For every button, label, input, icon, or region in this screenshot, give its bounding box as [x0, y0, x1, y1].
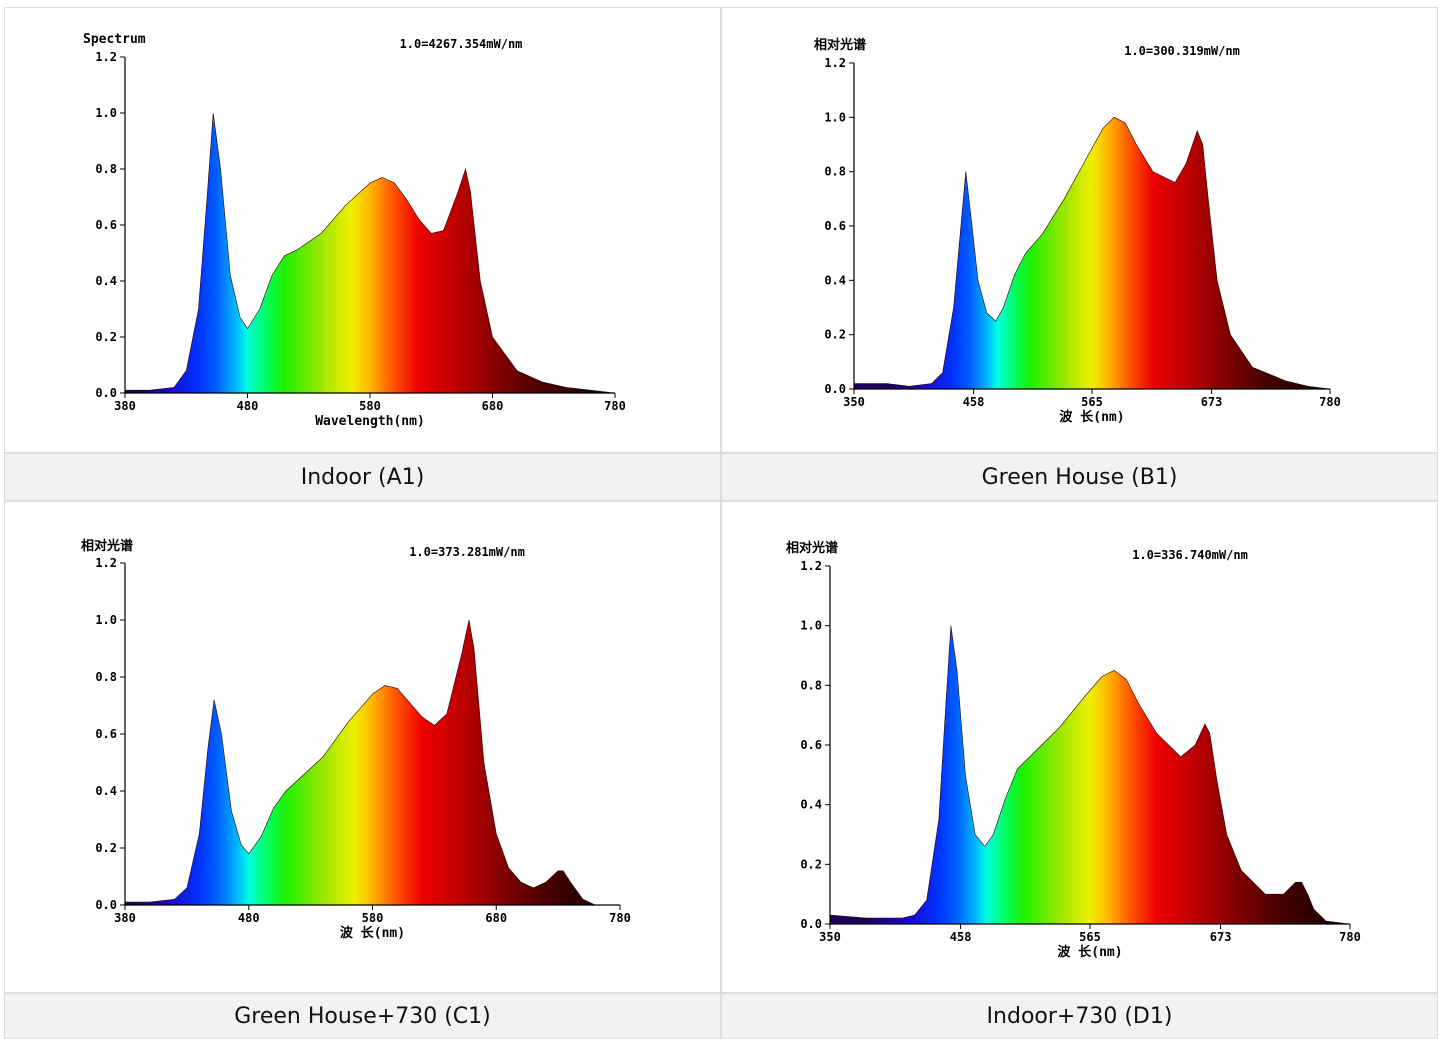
x-tick-label: 458 [950, 930, 972, 944]
y-tick-label: 0.2 [95, 330, 117, 344]
x-tick-label: 780 [609, 911, 631, 925]
scale-annotation: 1.0=300.319mW/nm [1124, 44, 1240, 58]
x-tick-label: 780 [604, 399, 626, 413]
spectrum-area [829, 625, 1351, 925]
x-tick-label: 458 [963, 395, 985, 409]
y-tick-label: 0.8 [800, 678, 822, 692]
x-tick-label: 780 [1319, 395, 1341, 409]
x-tick-label: 580 [359, 399, 381, 413]
y-tick-label: 0.4 [95, 784, 117, 798]
spectrum-chart-d1: 0.0 0.2 0.4 0.6 0.8 1.0 1.2 350 458 565 673 780 相对光谱… [786, 540, 1361, 960]
y-axis-label: 相对光谱 [81, 538, 133, 554]
y-tick-label: 1.2 [95, 50, 117, 64]
caption-b1: Green House (B1) [721, 453, 1438, 501]
x-axis-label: 波 长(nm) [1059, 409, 1124, 425]
caption-c1: Green House+730 (C1) [4, 993, 721, 1039]
x-tick-label: 480 [238, 911, 260, 925]
x-tick-label: 780 [1339, 930, 1361, 944]
y-tick-label: 1.0 [800, 619, 822, 633]
chart-grid: 0.0 0.2 0.4 0.6 0.8 1.0 1.2 380 480 580 680 780 Spec… [4, 7, 1438, 1039]
y-tick-label: 0.2 [95, 841, 117, 855]
chart-cell-b1: 0.0 0.2 0.4 0.6 0.8 1.0 1.2 350 458 565 673 780 相对光谱… [721, 7, 1438, 453]
y-tick-label: 0.4 [824, 273, 846, 287]
y-tick-label: 0.6 [95, 727, 117, 741]
y-tick-label: 0.2 [800, 857, 822, 871]
caption-d1: Indoor+730 (D1) [721, 993, 1438, 1039]
x-tick-label: 565 [1079, 930, 1101, 944]
caption-a1: Indoor (A1) [4, 453, 721, 501]
y-tick-label: 0.6 [95, 218, 117, 232]
scale-annotation: 1.0=373.281mW/nm [409, 545, 525, 559]
scale-annotation: 1.0=4267.354mW/nm [400, 37, 523, 51]
y-tick-label: 0.0 [95, 386, 117, 400]
y-tick-label: 0.8 [824, 165, 846, 179]
y-axis-label: 相对光谱 [814, 37, 866, 53]
y-tick-label: 1.2 [824, 56, 846, 70]
y-tick-label: 0.8 [95, 670, 117, 684]
scale-annotation: 1.0=336.740mW/nm [1132, 548, 1248, 562]
spectrum-chart-a1: 0.0 0.2 0.4 0.6 0.8 1.0 1.2 380 480 580 680 780 Spec… [83, 32, 626, 429]
spectrum-area [853, 116, 1331, 390]
y-tick-label: 0.0 [800, 917, 822, 931]
x-tick-label: 565 [1081, 395, 1103, 409]
spectrum-chart-b1: 0.0 0.2 0.4 0.6 0.8 1.0 1.2 350 458 565 673 780 相对光谱… [814, 37, 1341, 425]
x-tick-label: 580 [362, 911, 384, 925]
chart-cell-d1: 0.0 0.2 0.4 0.6 0.8 1.0 1.2 350 458 565 673 780 相对光谱… [721, 501, 1438, 993]
chart-cell-a1: 0.0 0.2 0.4 0.6 0.8 1.0 1.2 380 480 580 680 780 Spec… [4, 7, 721, 453]
y-tick-label: 1.2 [95, 556, 117, 570]
y-tick-label: 0.4 [95, 274, 117, 288]
x-tick-label: 680 [485, 911, 507, 925]
x-tick-label: 380 [114, 399, 136, 413]
y-tick-label: 1.0 [824, 110, 846, 124]
y-tick-label: 0.8 [95, 162, 117, 176]
y-tick-label: 1.0 [95, 106, 117, 120]
x-tick-label: 380 [114, 911, 136, 925]
y-tick-label: 0.0 [95, 898, 117, 912]
x-tick-label: 673 [1210, 930, 1232, 944]
spectrum-area [124, 112, 616, 394]
spectrum-area [124, 619, 596, 906]
x-tick-label: 673 [1201, 395, 1223, 409]
y-tick-label: 0.0 [824, 382, 846, 396]
x-axis-label: 波 长(nm) [340, 925, 405, 941]
y-tick-label: 1.0 [95, 613, 117, 627]
chart-cell-c1: 0.0 0.2 0.4 0.6 0.8 1.0 1.2 380 480 580 680 780 相对光谱… [4, 501, 721, 993]
spectrum-chart-c1: 0.0 0.2 0.4 0.6 0.8 1.0 1.2 380 480 580 680 780 相对光谱… [81, 538, 631, 941]
y-tick-label: 0.6 [824, 219, 846, 233]
x-tick-label: 350 [819, 930, 841, 944]
x-tick-label: 350 [843, 395, 865, 409]
y-axis-label: Spectrum [83, 32, 146, 47]
y-tick-label: 1.2 [800, 559, 822, 573]
x-axis-label: 波 长(nm) [1057, 944, 1122, 960]
x-tick-label: 480 [237, 399, 259, 413]
y-tick-label: 0.2 [824, 328, 846, 342]
y-axis-label: 相对光谱 [786, 540, 838, 556]
y-tick-label: 0.4 [800, 798, 822, 812]
x-tick-label: 680 [482, 399, 504, 413]
y-tick-label: 0.6 [800, 738, 822, 752]
x-axis-label: Wavelength(nm) [315, 414, 425, 429]
